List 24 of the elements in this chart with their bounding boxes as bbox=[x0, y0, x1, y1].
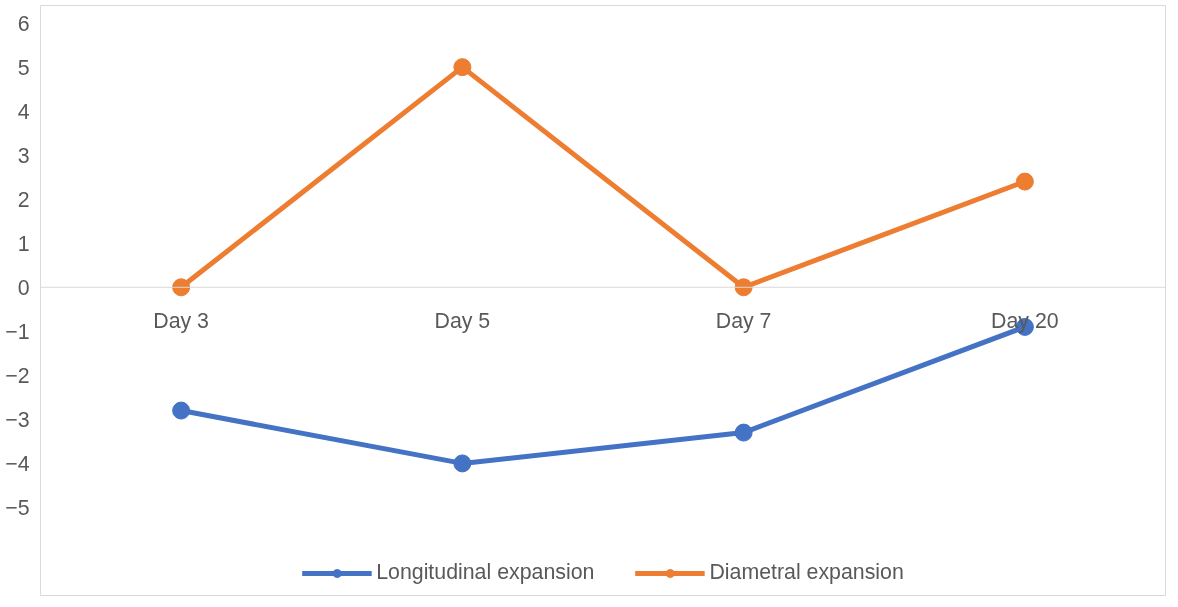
y-tick-label: −1 bbox=[5, 319, 30, 344]
point bbox=[453, 454, 472, 473]
y-tick-label: 4 bbox=[17, 99, 30, 124]
point bbox=[453, 58, 472, 77]
point bbox=[172, 278, 191, 297]
x-tick-label: Day 3 bbox=[153, 309, 209, 334]
y-tick-label: 2 bbox=[17, 187, 30, 212]
legend-label: Diametral expansion bbox=[709, 560, 904, 585]
point bbox=[1015, 172, 1034, 191]
y-tick-label: 1 bbox=[17, 231, 30, 256]
y-tick-label: −4 bbox=[5, 451, 30, 476]
point bbox=[734, 278, 753, 297]
y-tick-label: 0 bbox=[17, 275, 30, 300]
x-tick-label: Day 7 bbox=[715, 309, 772, 334]
y-tick-label: 5 bbox=[17, 55, 30, 80]
y-tick-label: 6 bbox=[17, 11, 30, 36]
point bbox=[172, 401, 191, 420]
y-tick-label: −3 bbox=[5, 407, 30, 432]
y-tick-label: −5 bbox=[5, 495, 30, 520]
y-tick-label: −2 bbox=[5, 363, 30, 388]
y-tick-label: 3 bbox=[17, 143, 30, 168]
x-tick-label: Day 5 bbox=[434, 309, 491, 334]
legend-label: Longitudinal expansion bbox=[376, 560, 595, 585]
point bbox=[734, 423, 753, 442]
